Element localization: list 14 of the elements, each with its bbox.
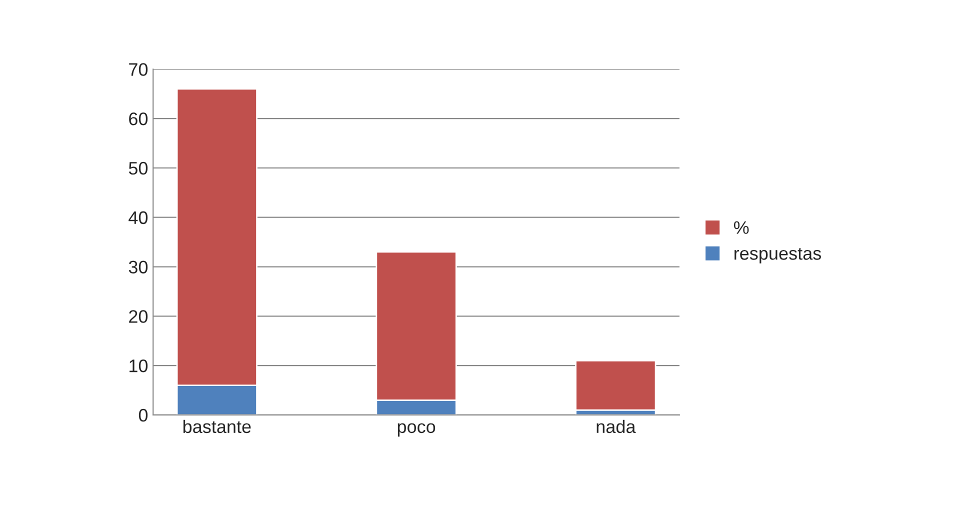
x-tick-label: nada	[596, 420, 636, 434]
x-tick-label: poco	[398, 423, 436, 437]
legend-label: %	[734, 221, 749, 234]
y-tick-label: 50	[128, 162, 148, 175]
legend-label: respuestas	[734, 248, 821, 264]
y-tick-label: 30	[128, 260, 148, 274]
bar	[575, 360, 656, 411]
y-tick-label: 60	[129, 112, 148, 126]
y-tick-label: 40	[128, 211, 148, 224]
x-tick-label: bastante	[183, 420, 251, 434]
y-tick-label: 0	[138, 408, 148, 422]
y-tick-label: 20	[129, 310, 148, 323]
y-tick-label: 70	[129, 63, 148, 76]
y-tick-label: 10	[130, 359, 148, 372]
